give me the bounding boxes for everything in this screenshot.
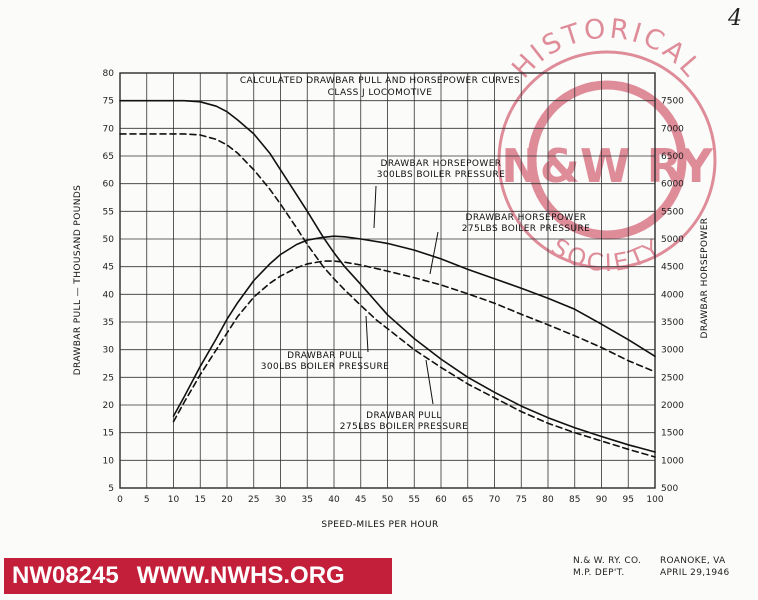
y-left-tick-label: 50 (103, 235, 115, 245)
y-right-tick-label: 2000 (661, 401, 684, 411)
x-axis-label: SPEED-MILES PER HOUR (321, 520, 438, 530)
annotation-leader-4 (425, 359, 434, 405)
place-name: ROANOKE, VA (660, 556, 726, 566)
y-left-tick-label: 15 (103, 429, 114, 439)
y-right-tick-label: 3000 (661, 346, 684, 356)
y-left-tick-label: 45 (103, 263, 114, 273)
y-left-tick-label: 10 (103, 456, 115, 466)
annotation-sublabel-2: 275LBS BOILER PRESSURE (462, 224, 590, 234)
department-name: M.P. DEP'T. (573, 568, 625, 578)
x-tick-label: 35 (302, 495, 313, 505)
series-line-2 (119, 133, 656, 458)
chart-ticks: 0 5 10 15 20 25 30 35 40 45 50 55 60 65 70 75 80 85 90 95 10… (103, 69, 685, 505)
x-tick-label: 50 (382, 495, 394, 505)
y-left-tick-label: 5 (108, 484, 114, 494)
y-left-tick-label: 65 (103, 152, 114, 162)
y-right-axis-label: DRAWBAR HORSEPOWER (700, 218, 710, 339)
x-tick-label: 5 (144, 495, 150, 505)
annotation-leader-3 (365, 315, 369, 353)
y-left-tick-label: 35 (103, 318, 114, 328)
y-left-tick-label: 80 (103, 69, 115, 79)
chart-date: APRIL 29,1946 (660, 568, 730, 578)
y-left-tick-label: 75 (103, 97, 114, 107)
y-right-tick-label: 7000 (661, 124, 684, 134)
y-right-tick-label: 4000 (661, 290, 684, 300)
y-left-axis-label: DRAWBAR PULL — THOUSAND POUNDS (73, 185, 83, 376)
y-left-tick-label: 20 (103, 401, 115, 411)
chart-title: CALCULATED DRAWBAR PULL AND HORSEPOWER C… (240, 76, 520, 86)
y-left-tick-label: 60 (103, 180, 115, 190)
y-left-tick-label: 30 (103, 346, 115, 356)
annotation-leader-1 (373, 185, 377, 229)
y-right-tick-label: 4500 (661, 263, 684, 273)
website-link[interactable]: WWW.NWHS.ORG (136, 562, 345, 589)
x-tick-label: 95 (623, 495, 634, 505)
y-left-tick-label: 40 (103, 290, 115, 300)
x-tick-label: 70 (489, 495, 501, 505)
y-right-tick-label: 6000 (661, 180, 684, 190)
x-tick-label: 55 (409, 495, 420, 505)
series-line-3 (172, 235, 656, 417)
x-tick-label: 60 (435, 495, 447, 505)
y-left-tick-label: 55 (103, 207, 114, 217)
x-tick-label: 30 (275, 495, 287, 505)
y-right-tick-label: 5500 (661, 207, 684, 217)
y-right-tick-label: 500 (661, 484, 678, 494)
catalog-id: NW08245 (12, 562, 119, 589)
chart-labels: CALCULATED DRAWBAR PULL AND HORSEPOWER C… (73, 76, 710, 530)
annotation-label-4: DRAWBAR PULL (366, 411, 442, 421)
annotation-sublabel-4: 275LBS BOILER PRESSURE (340, 422, 468, 432)
x-tick-label: 85 (569, 495, 580, 505)
x-tick-label: 15 (195, 495, 206, 505)
series-line-4 (172, 260, 656, 423)
watermark-arc-top: HISTORICAL (506, 13, 708, 84)
annotation-sublabel-3: 300LBS BOILER PRESSURE (261, 362, 389, 372)
x-tick-label: 90 (596, 495, 608, 505)
y-left-tick-label: 25 (103, 373, 114, 383)
x-tick-label: 0 (117, 495, 123, 505)
company-name: N.& W. RY. CO. (573, 556, 642, 566)
annotation-label-3: DRAWBAR PULL (287, 351, 363, 361)
x-tick-label: 100 (646, 495, 663, 505)
y-right-tick-label: 7500 (661, 97, 684, 107)
annotation-label-1: DRAWBAR HORSEPOWER (381, 159, 502, 169)
x-tick-label: 10 (168, 495, 180, 505)
series-line-1 (119, 99, 656, 453)
y-right-tick-label: 6500 (661, 152, 684, 162)
chart-grid (119, 72, 656, 489)
footer-banner: NW08245 WWW.NWHS.ORG (4, 558, 392, 594)
chart-series (119, 99, 656, 458)
y-right-tick-label: 5000 (661, 235, 684, 245)
x-tick-label: 80 (542, 495, 554, 505)
page-number: 4 (728, 6, 742, 31)
x-tick-label: 25 (248, 495, 259, 505)
y-right-tick-label: 1500 (661, 429, 684, 439)
annotation-label-2: DRAWBAR HORSEPOWER (466, 213, 587, 223)
y-right-tick-label: 2500 (661, 373, 684, 383)
annotation-sublabel-1: 300LBS BOILER PRESSURE (377, 170, 505, 180)
y-left-tick-label: 70 (103, 124, 115, 134)
x-tick-label: 65 (462, 495, 473, 505)
x-tick-label: 75 (516, 495, 527, 505)
annotation-leader-2 (429, 231, 439, 275)
chart-subtitle: CLASS J LOCOMOTIVE (328, 88, 433, 98)
x-tick-label: 40 (328, 495, 340, 505)
x-tick-label: 45 (355, 495, 366, 505)
y-right-tick-label: 1000 (661, 456, 684, 466)
x-tick-label: 20 (221, 495, 233, 505)
y-right-tick-label: 3500 (661, 318, 684, 328)
